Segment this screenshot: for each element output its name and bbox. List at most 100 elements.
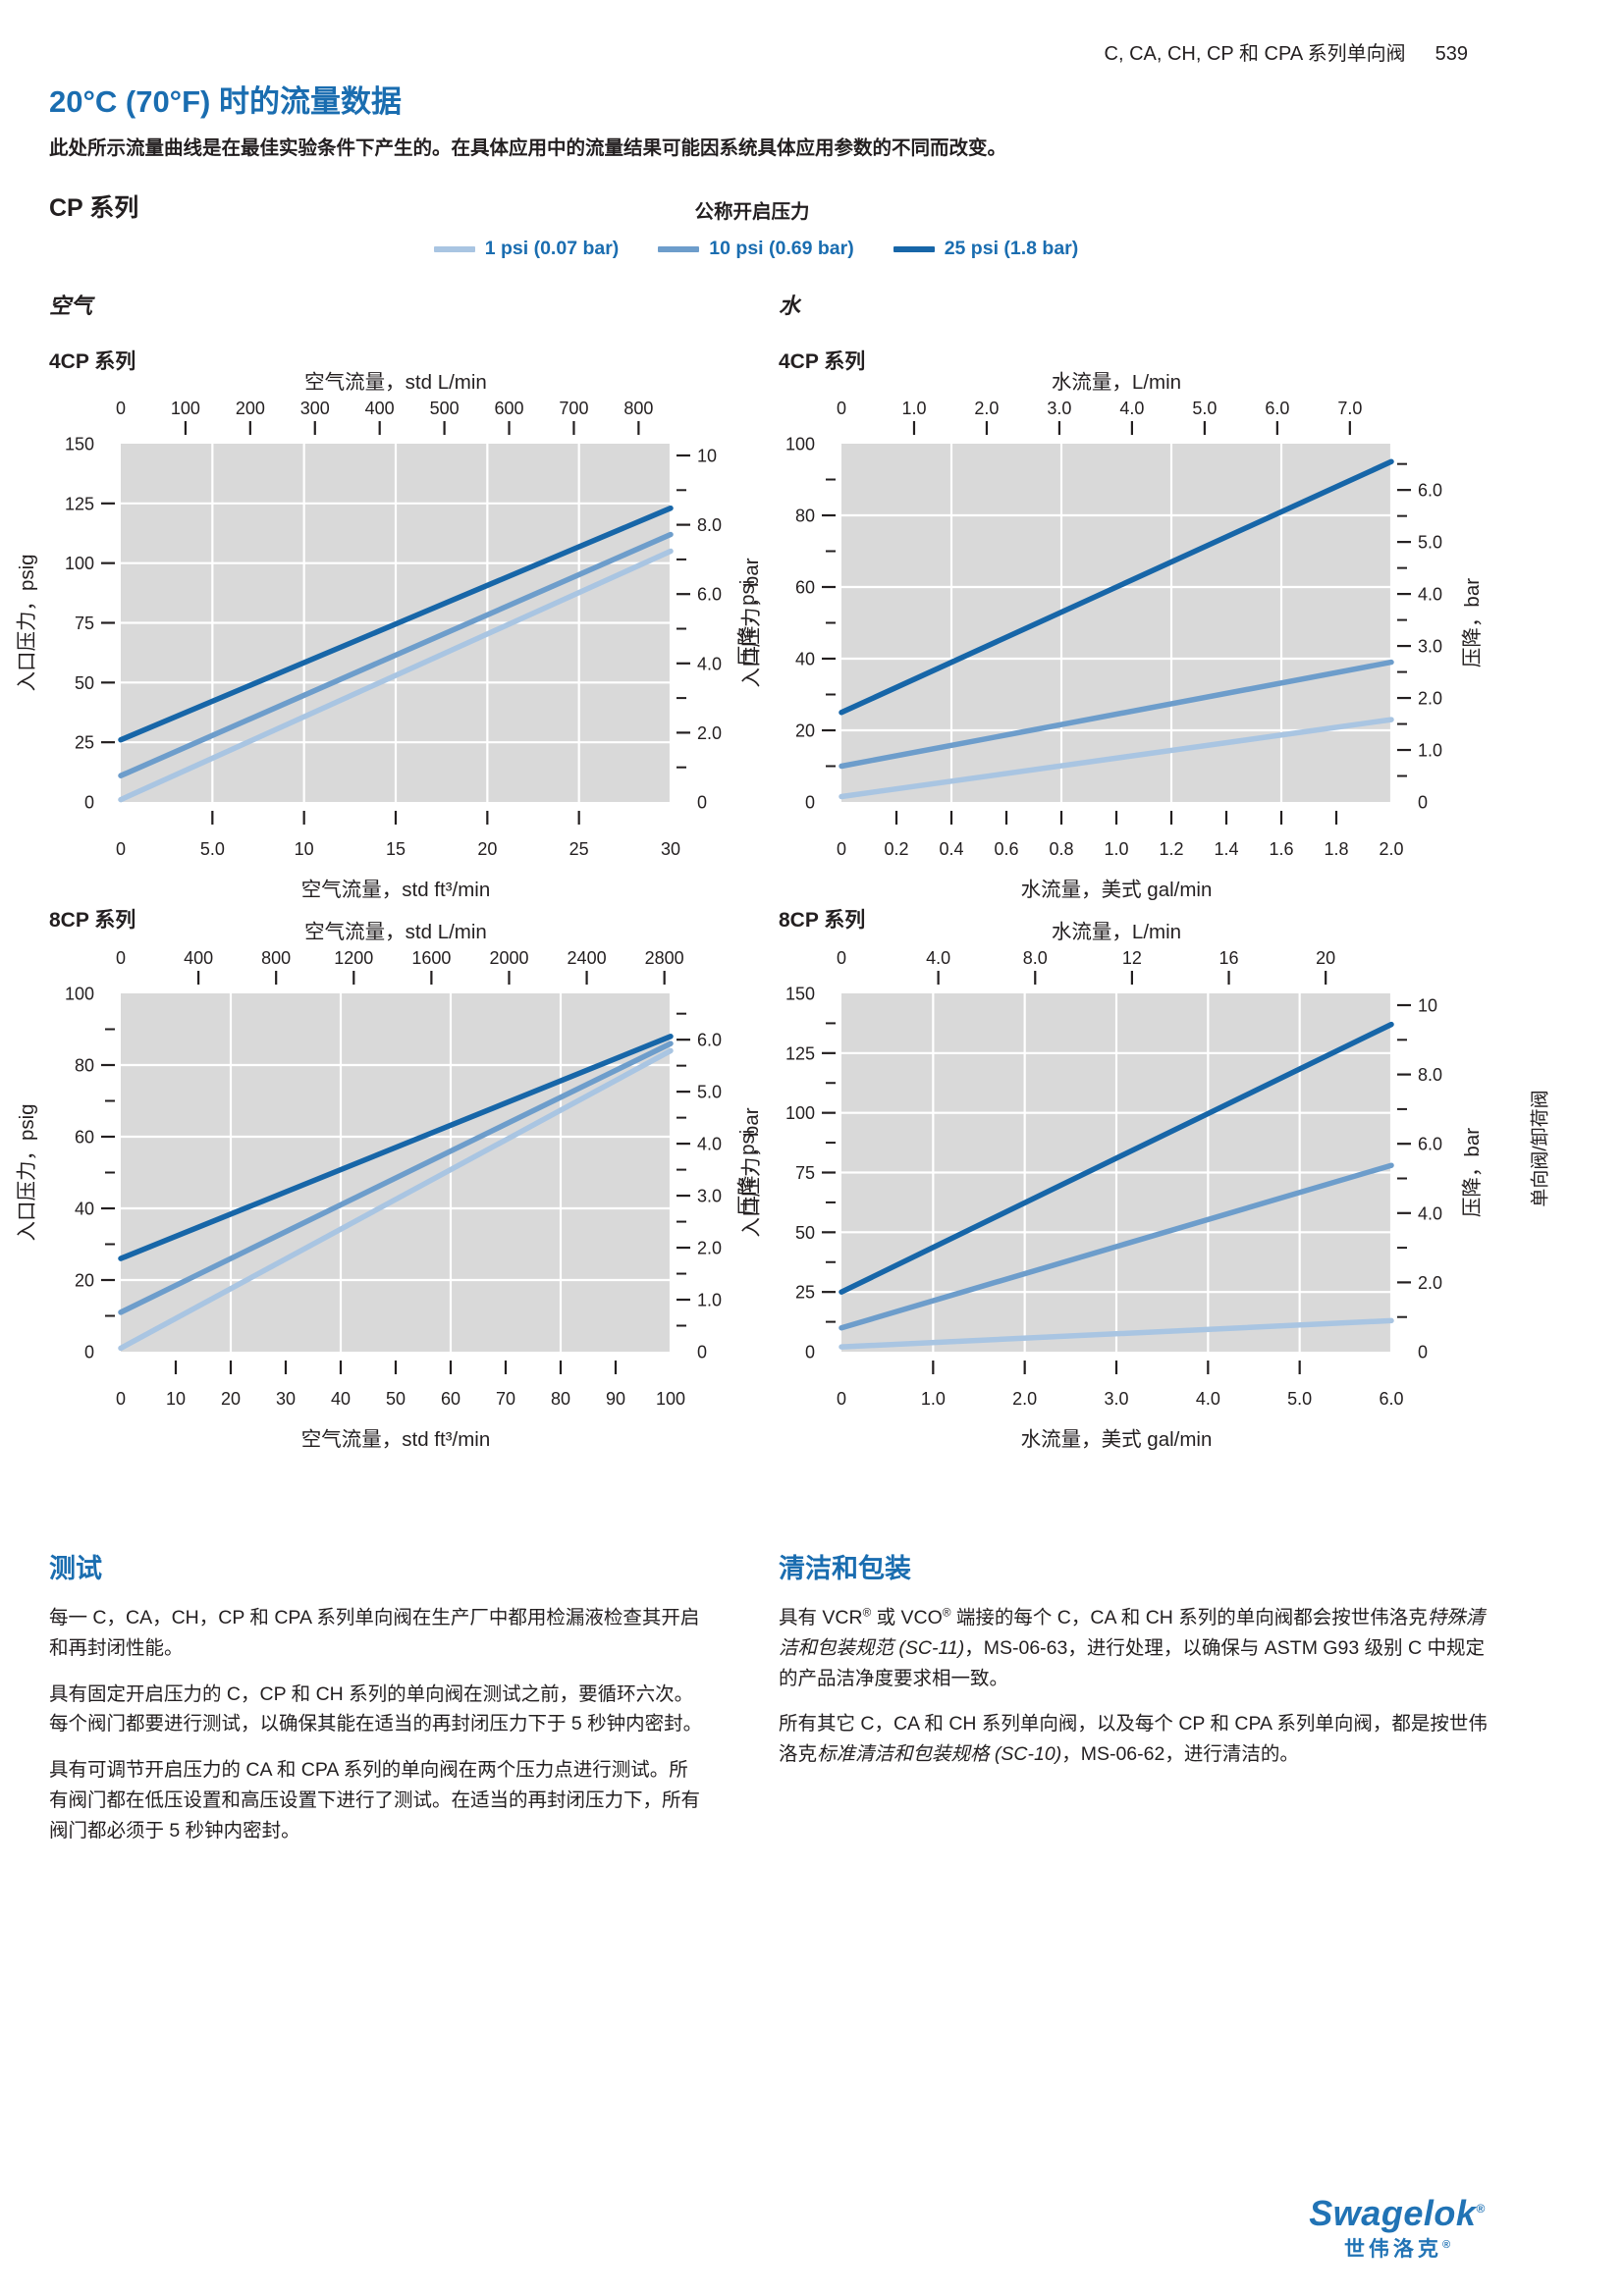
left-tick-label: 125	[65, 494, 94, 513]
left-tick-label: 100	[65, 554, 94, 573]
bottom-tick-label: 60	[441, 1389, 460, 1409]
series-line-25-psi-1-8-bar	[118, 505, 674, 743]
left-tick-label: 0	[84, 793, 94, 813]
top-tick-label: 0	[116, 399, 126, 418]
chart-heading-4cp-water: 4CP 系列	[779, 350, 866, 373]
top-tick-label: 5.0	[1192, 399, 1217, 418]
subtitle: 此处所示流量曲线是在最佳实验条件下产生的。在具体应用中的流量结果可能因系统具体应…	[49, 137, 1007, 159]
bottom-tick-label: 3.0	[1104, 1389, 1128, 1409]
top-tick-label: 6.0	[1265, 399, 1289, 418]
top-tick-label: 4.0	[926, 948, 950, 968]
right-tick-label: 4.0	[697, 1135, 722, 1154]
right-tick-label: 1.0	[697, 1291, 722, 1310]
bottom-tick-label: 30	[661, 839, 680, 859]
section-body: 具有 VCR® 或 VCO® 端接的每个 C，CA 和 CH 系列的单向阀都会按…	[779, 1603, 1501, 1770]
bottom-tick-label: 5.0	[1287, 1389, 1312, 1409]
right-tick-label: 0	[697, 1343, 707, 1362]
page-title: 20°C (70°F) 时的流量数据	[49, 84, 402, 119]
bottom-tick-label: 1.4	[1214, 839, 1238, 859]
top-tick-label: 300	[300, 399, 330, 418]
cp-series-heading: CP 系列	[49, 194, 139, 222]
top-tick-label: 700	[559, 399, 588, 418]
top-axis-title: 水流量，L/min	[1052, 371, 1181, 394]
top-tick-label: 800	[623, 399, 653, 418]
bottom-tick-label: 10	[295, 839, 314, 859]
right-axis-title: 压降，bar	[1461, 1128, 1484, 1217]
top-tick-label: 2000	[489, 948, 528, 968]
series-line-10-psi-0-69-bar	[839, 659, 1394, 770]
section-body: 每一 C，CA，CH，CP 和 CPA 系列单向阀在生产厂中都用检漏液检查其开启…	[49, 1603, 705, 1846]
left-tick-label: 60	[75, 1128, 94, 1148]
series-line-10-psi-0-69-bar	[118, 531, 674, 778]
left-tick-label: 0	[805, 1343, 815, 1362]
right-tick-label: 6.0	[1418, 481, 1442, 501]
bottom-axis-title: 空气流量，std ft³/min	[301, 1428, 491, 1451]
column-heading-water: 水	[779, 294, 801, 318]
chart-8cp-air: 空气流量，std L/min 0 400 800 1200 1600 2000 2400 280…	[8, 910, 782, 1457]
legend: 1 psi (0.07 bar) 10 psi (0.69 bar) 25 ps…	[373, 238, 1139, 260]
bottom-tick-label: 100	[656, 1389, 685, 1409]
series-line-1-psi-0-07-bar	[839, 1317, 1394, 1350]
legend-swatch-1psi	[433, 245, 475, 252]
bottom-axis-title: 水流量，美式 gal/min	[1021, 1428, 1213, 1451]
paragraph: 所有其它 C，CA 和 CH 系列单向阀，以及每个 CP 和 CPA 系列单向阀…	[779, 1713, 1488, 1766]
bottom-tick-label: 4.0	[1196, 1389, 1220, 1409]
page-number: 539	[1435, 43, 1468, 65]
top-tick-label: 200	[236, 399, 265, 418]
top-tick-label: 0	[837, 399, 846, 418]
bottom-tick-label: 15	[386, 839, 406, 859]
left-tick-label: 80	[795, 507, 815, 526]
bottom-tick-label: 1.8	[1324, 839, 1348, 859]
top-axis-title: 水流量，L/min	[1052, 921, 1181, 943]
section-heading-testing: 测试	[49, 1554, 102, 1583]
bottom-tick-label: 6.0	[1379, 1389, 1403, 1409]
series-line-25-psi-1-8-bar	[839, 458, 1394, 716]
right-tick-label: 5.0	[1418, 533, 1442, 553]
swagelok-logo: Swagelok® 世伟洛克®	[1294, 2195, 1500, 2263]
top-axis-title: 空气流量，std L/min	[304, 921, 487, 943]
legend-item-10psi: 10 psi (0.69 bar)	[658, 238, 854, 260]
bottom-tick-label: 0.6	[994, 839, 1018, 859]
left-tick-label: 100	[785, 1103, 815, 1123]
left-axis-title: 压降，psi	[736, 1130, 759, 1216]
bottom-tick-label: 50	[386, 1389, 406, 1409]
left-tick-label: 60	[795, 578, 815, 598]
bottom-tick-label: 25	[569, 839, 589, 859]
right-axis-title: 入口压力，bar	[740, 558, 763, 687]
header-title: C, CA, CH, CP 和 CPA 系列单向阀	[1104, 43, 1406, 65]
side-tab-label: 单向阀/卸荷阀	[1530, 1090, 1551, 1207]
left-tick-label: 150	[785, 985, 815, 1004]
side-tab: 单向阀/卸荷阀	[1517, 1041, 1560, 1256]
left-tick-label: 125	[785, 1043, 815, 1063]
series-line-10-psi-0-69-bar	[118, 1041, 674, 1315]
left-tick-label: 75	[795, 1163, 815, 1183]
left-tick-label: 20	[75, 1271, 94, 1291]
bottom-tick-label: 5.0	[200, 839, 225, 859]
right-tick-label: 0	[697, 793, 707, 813]
swagelok-chinese: 世伟洛克®	[1294, 2233, 1500, 2263]
bottom-tick-label: 10	[166, 1389, 186, 1409]
swagelok-chinese-text: 世伟洛克	[1343, 2237, 1442, 2261]
left-tick-label: 100	[65, 985, 94, 1004]
left-tick-label: 75	[75, 614, 94, 633]
plot-area	[121, 993, 671, 1352]
bottom-tick-label: 0	[837, 839, 846, 859]
bottom-axis-title: 空气流量，std ft³/min	[301, 879, 491, 901]
right-tick-label: 4.0	[1418, 585, 1442, 605]
left-tick-label: 40	[795, 650, 815, 669]
series-line-10-psi-0-69-bar	[839, 1162, 1394, 1331]
top-tick-label: 1.0	[901, 399, 926, 418]
top-tick-label: 500	[430, 399, 460, 418]
column-heading-air: 空气	[49, 294, 93, 318]
bottom-tick-label: 1.6	[1269, 839, 1293, 859]
left-tick-label: 0	[84, 1343, 94, 1362]
top-tick-label: 3.0	[1047, 399, 1071, 418]
right-tick-label: 2.0	[1418, 689, 1442, 709]
right-axis-title: 入口压力，bar	[740, 1107, 763, 1237]
right-tick-label: 6.0	[697, 1031, 722, 1050]
left-axis-title: 入口压力，psig	[16, 554, 38, 691]
top-tick-label: 400	[365, 399, 395, 418]
chart-8cp-water: 水流量，L/min 0 4.0 8.0 12 16 20 0 1.0 2.0 3.0 4.0 5.0 6.…	[729, 910, 1502, 1457]
chart-heading-8cp-water: 8CP 系列	[779, 909, 866, 932]
